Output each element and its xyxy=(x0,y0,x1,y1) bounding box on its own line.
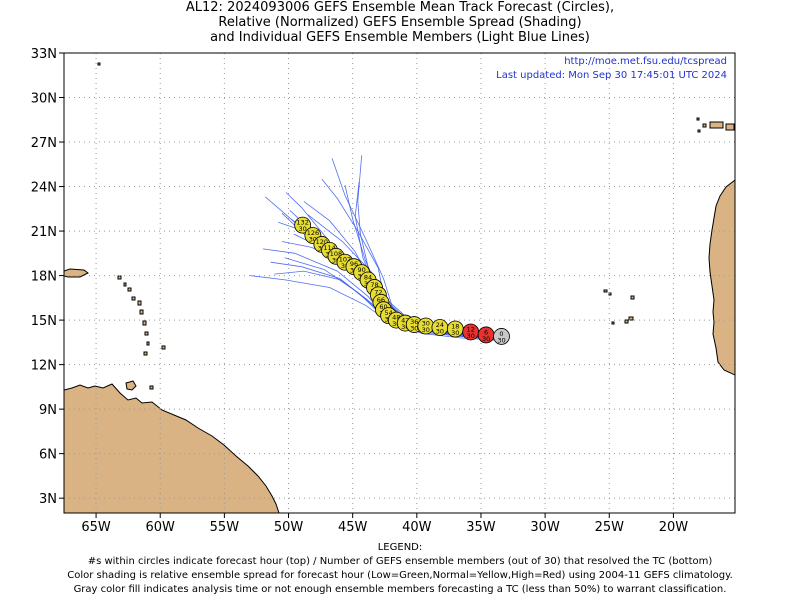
member-count-label: 30 xyxy=(497,336,505,344)
forecast-point: 630 xyxy=(477,326,495,344)
legend-heading: LEGEND: xyxy=(377,542,423,553)
x-tick-label: 55W xyxy=(210,520,240,535)
forecast-hour-label: 102 xyxy=(339,256,351,264)
member-count-label: 30 xyxy=(410,325,418,333)
member-count-label: 30 xyxy=(422,326,430,334)
member-count-label: 30 xyxy=(341,262,349,270)
member-count-label: 30 xyxy=(309,236,317,244)
map-axes: 65W 60W 55W 50W 45W 40W 35W 30W 25W 20W 33N 30N 27N 2… xyxy=(31,47,689,535)
forecast-point: 030 xyxy=(493,328,510,345)
africa-landmass xyxy=(708,179,735,376)
forecast-hour-label: 42 xyxy=(401,317,409,325)
member-count-label: 30 xyxy=(482,335,490,343)
x-tick-label: 60W xyxy=(146,520,176,535)
forecast-hour-label: 30 xyxy=(422,320,430,328)
x-tick-label: 30W xyxy=(530,520,560,535)
member-count-label: 30 xyxy=(436,328,444,336)
y-tick-label: 27N xyxy=(31,136,57,151)
forecast-hour-label: 36 xyxy=(410,318,418,326)
map-frame xyxy=(63,52,736,514)
forecast-hour-label: 0 xyxy=(499,330,503,338)
title-line-1: AL12: 2024093006 GEFS Ensemble Mean Trac… xyxy=(185,0,615,15)
x-tick-label: 40W xyxy=(402,520,432,535)
forecast-hour-label: 18 xyxy=(451,323,459,331)
member-count-label: 30 xyxy=(451,329,459,337)
x-tick-label: 20W xyxy=(659,520,689,535)
y-tick-label: 18N xyxy=(31,270,57,285)
forecast-hour-label: 114 xyxy=(323,244,335,252)
forecast-hour-label: 24 xyxy=(436,321,444,329)
forecast-hour-label: 126 xyxy=(307,229,319,237)
forecast-hour-label: 72 xyxy=(374,288,382,296)
forecast-hour-label: 60 xyxy=(379,303,387,311)
member-count-label: 30 xyxy=(332,256,340,264)
y-tick-label: 24N xyxy=(31,181,57,196)
y-tick-label: 9N xyxy=(39,403,57,418)
x-tick-label: 65W xyxy=(81,520,111,535)
forecast-circle xyxy=(493,328,510,345)
legend-line-1: #s within circles indicate forecast hour… xyxy=(87,556,713,567)
ensemble-mean-track: 1323012630120301143010830102309630903084… xyxy=(294,216,510,345)
forecast-hour-label: 120 xyxy=(316,238,328,246)
y-tick-label: 33N xyxy=(31,47,57,62)
y-tick-label: 30N xyxy=(31,92,57,107)
y-tick-label: 15N xyxy=(31,314,57,329)
member-count-label: 30 xyxy=(401,323,409,331)
forecast-hour-label: 54 xyxy=(384,309,392,317)
title-line-3: and Individual GEFS Ensemble Members (Li… xyxy=(210,30,590,45)
y-tick-label: 3N xyxy=(39,492,57,507)
map-area: 1323012630120301143010830102309630903084… xyxy=(64,53,735,513)
info-updated: Last updated: Mon Sep 30 17:45:01 UTC 20… xyxy=(496,70,727,81)
lat-lon-grid xyxy=(64,53,735,513)
title-line-2: Relative (Normalized) GEFS Ensemble Spre… xyxy=(218,15,582,30)
puerto-rico-island xyxy=(64,268,89,278)
forecast-hour-label: 108 xyxy=(330,250,342,258)
lesser-antilles xyxy=(97,62,166,390)
x-tick-label: 45W xyxy=(338,520,368,535)
x-tick-label: 50W xyxy=(274,520,304,535)
forecast-circle xyxy=(294,216,312,234)
canary-islands xyxy=(696,117,735,133)
cape-verde-islands xyxy=(603,289,635,325)
forecast-hour-label: 90 xyxy=(358,266,366,274)
member-count-label: 30 xyxy=(298,225,306,233)
forecast-hour-label: 6 xyxy=(484,328,488,336)
forecast-hour-label: 12 xyxy=(467,325,475,333)
trinidad-island xyxy=(125,380,137,391)
south-america-landmass xyxy=(64,383,280,513)
y-tick-label: 6N xyxy=(39,448,57,463)
y-tick-label: 12N xyxy=(31,359,57,374)
member-count-label: 30 xyxy=(392,320,400,328)
legend-line-3: Gray color fill indicates analysis time … xyxy=(73,584,727,595)
x-tick-label: 35W xyxy=(466,520,496,535)
forecast-hour-label: 84 xyxy=(364,274,372,282)
legend-line-2: Color shading is relative ensemble sprea… xyxy=(67,570,733,581)
forecast-hour-label: 66 xyxy=(377,296,385,304)
forecast-hour-label: 78 xyxy=(370,281,378,289)
member-count-label: 30 xyxy=(467,332,475,340)
forecast-hour-label: 96 xyxy=(350,260,358,268)
y-tick-label: 21N xyxy=(31,225,57,240)
forecast-hour-label: 132 xyxy=(296,219,308,227)
forecast-hour-label: 48 xyxy=(392,314,400,322)
info-url: http://moe.met.fsu.edu/tcspread xyxy=(564,56,727,67)
x-tick-label: 25W xyxy=(595,520,625,535)
